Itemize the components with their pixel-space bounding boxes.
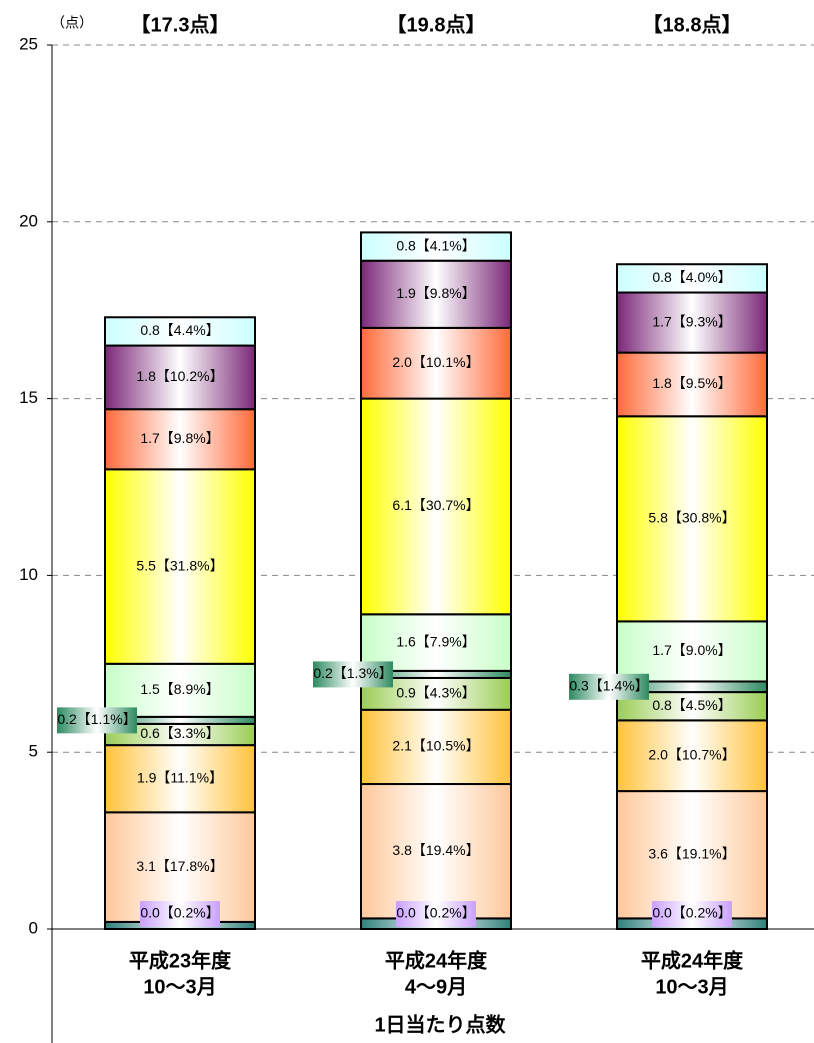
value-label-box <box>652 901 732 927</box>
total-label: 【17.3点】 <box>131 13 230 36</box>
value-label: 2.1【10.5%】 <box>392 738 479 754</box>
y-tick-label: 20 <box>19 211 38 230</box>
y-tick-label: 25 <box>19 34 38 53</box>
bar-segment <box>104 744 256 814</box>
bar-segment <box>360 326 512 400</box>
y-tick-label: 5 <box>29 742 38 761</box>
y-tick-label: 10 <box>19 565 38 584</box>
bar-segment <box>360 783 512 920</box>
value-label: 3.1【17.8%】 <box>136 858 223 874</box>
bar-segment <box>616 415 768 623</box>
value-label: 0.0【0.2%】 <box>652 905 731 921</box>
value-label: 0.8【4.5%】 <box>652 697 731 713</box>
value-label: 0.2【1.1%】 <box>57 711 136 727</box>
value-label: 1.7【9.8%】 <box>140 430 219 446</box>
y-unit: （点） <box>51 15 93 31</box>
bar-segment <box>104 468 256 665</box>
value-label: 0.8【4.4%】 <box>140 322 219 338</box>
value-label: 1.7【9.3%】 <box>652 313 731 329</box>
x-axis-label: 1日当たり点数 <box>374 1012 506 1036</box>
bar-segment <box>360 708 512 786</box>
value-label: 0.0【0.2%】 <box>396 905 475 921</box>
x-tick-label: 平成24年度 <box>641 948 744 972</box>
value-label: 0.0【0.2%】 <box>140 905 219 921</box>
bar-segment <box>616 719 768 793</box>
value-label: 3.6【19.1%】 <box>648 845 735 861</box>
value-label: 3.8【19.4%】 <box>392 842 479 858</box>
value-label: 1.6【7.9%】 <box>396 633 475 649</box>
value-label: 5.5【31.8%】 <box>136 557 223 573</box>
value-label: 0.8【4.0%】 <box>652 269 731 285</box>
total-label: 【19.8点】 <box>387 13 486 36</box>
bar-segment <box>616 620 768 683</box>
y-tick-label: 0 <box>29 918 38 937</box>
bar-segment <box>616 291 768 354</box>
value-label: 0.3【1.4%】 <box>569 677 648 693</box>
value-label-box <box>57 707 137 734</box>
value-label-box <box>313 661 393 688</box>
value-label: 5.8【30.8%】 <box>648 510 735 526</box>
value-label: 2.0【10.1%】 <box>392 354 479 370</box>
value-label: 1.9【9.8%】 <box>396 285 475 301</box>
value-label-box <box>569 673 649 700</box>
bar-segment <box>104 408 256 471</box>
value-label: 1.8【9.5%】 <box>652 375 731 391</box>
value-label: 0.9【4.3%】 <box>396 685 475 701</box>
bar-segment <box>104 344 256 411</box>
total-label: 【18.8点】 <box>643 13 742 36</box>
bar-segment <box>616 263 768 294</box>
value-label-box <box>140 901 220 927</box>
value-label-box <box>396 901 476 927</box>
bar-segment <box>616 351 768 418</box>
value-label: 1.9【11.1%】 <box>137 769 223 785</box>
x-tick-label: 平成24年度 <box>385 948 488 972</box>
value-label: 2.0【10.7%】 <box>648 746 735 762</box>
bar-segment <box>360 259 512 329</box>
x-tick-label: 4～9月 <box>405 976 467 998</box>
value-label: 1.5【8.9%】 <box>140 681 219 697</box>
value-label: 0.2【1.3%】 <box>313 665 392 681</box>
value-label: 1.7【9.0%】 <box>652 642 731 658</box>
value-label: 6.1【30.7%】 <box>392 497 479 513</box>
x-tick-label: 10～3月 <box>143 976 216 998</box>
value-label: 0.6【3.3%】 <box>140 725 219 741</box>
x-tick-label: 平成23年度 <box>129 948 232 972</box>
y-tick-label: 15 <box>19 388 38 407</box>
value-label: 0.8【4.1%】 <box>396 237 475 253</box>
x-tick-label: 10～3月 <box>655 976 728 998</box>
bar-segment <box>104 316 256 347</box>
bar-segment <box>360 231 512 262</box>
bar-segment <box>616 790 768 920</box>
value-label: 1.8【10.2%】 <box>136 368 223 384</box>
